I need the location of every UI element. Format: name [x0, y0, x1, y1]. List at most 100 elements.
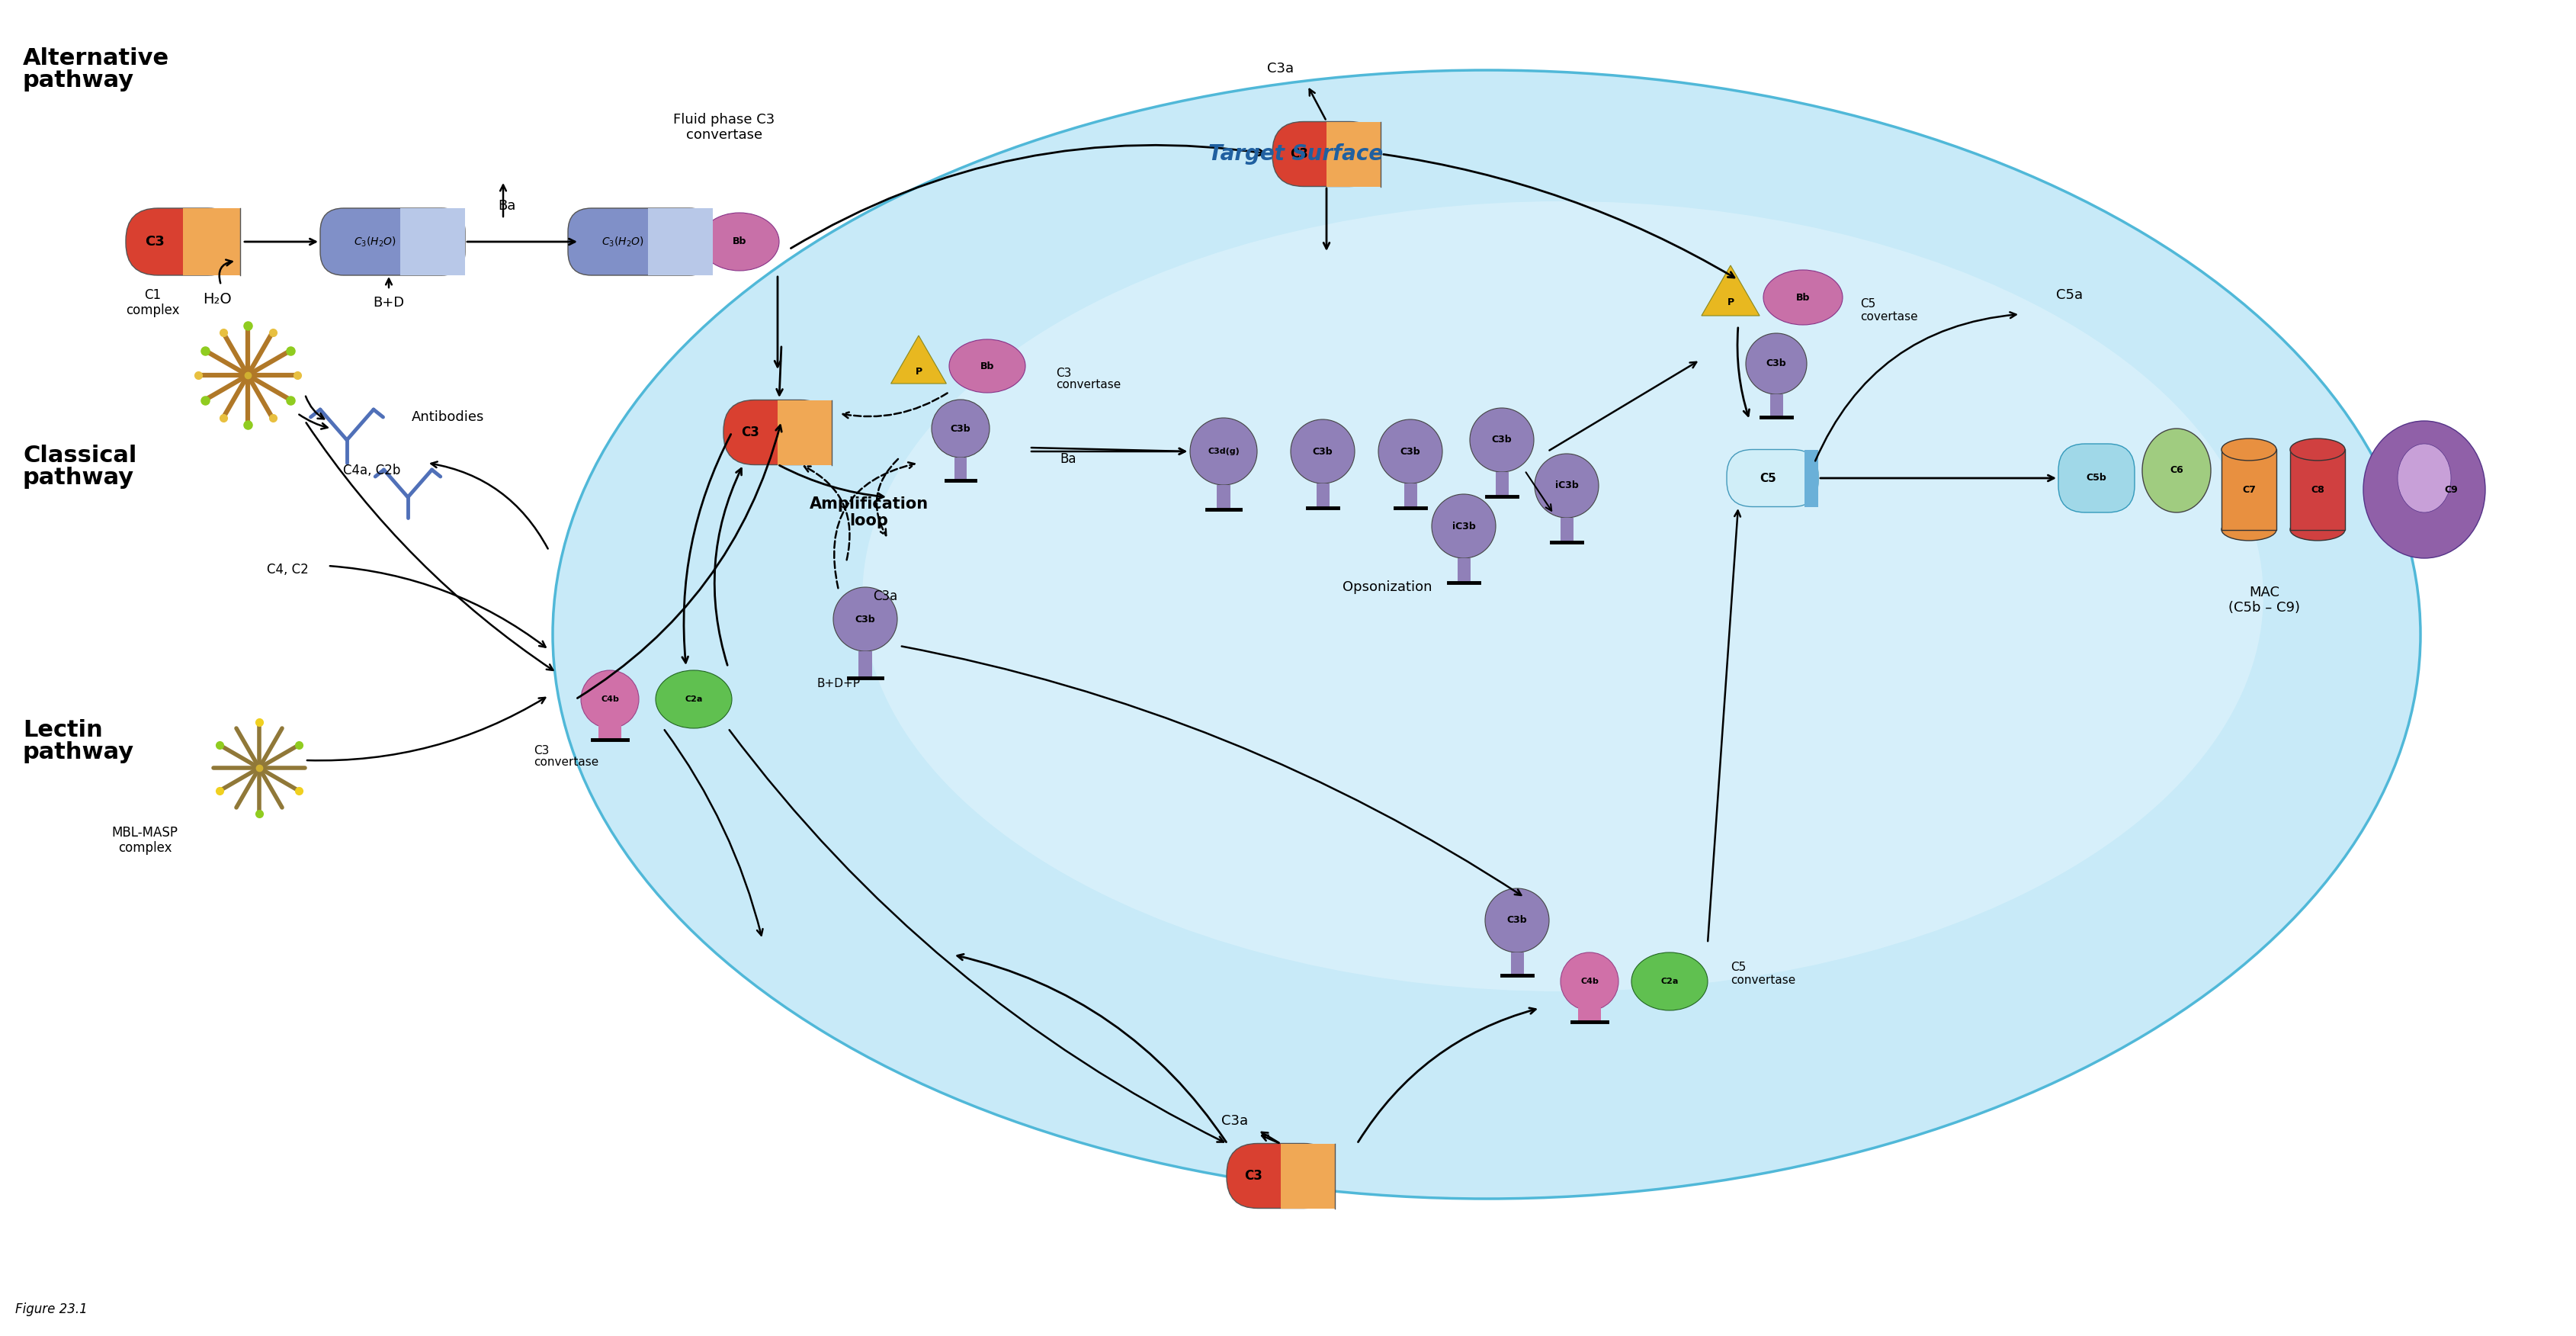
- FancyBboxPatch shape: [126, 208, 240, 275]
- Text: C3a: C3a: [1221, 1114, 1249, 1128]
- Text: C3b: C3b: [1401, 446, 1419, 457]
- Bar: [1561, 518, 1574, 542]
- Ellipse shape: [554, 71, 2421, 1198]
- Text: P: P: [1726, 298, 1734, 307]
- Ellipse shape: [2221, 438, 2277, 461]
- Text: C5
covertase: C5 covertase: [1860, 298, 1917, 323]
- Text: C4b: C4b: [1582, 978, 1600, 985]
- Circle shape: [1190, 418, 1257, 485]
- Circle shape: [1561, 953, 1618, 1010]
- Text: Figure 23.1: Figure 23.1: [15, 1303, 88, 1316]
- Text: C3a: C3a: [873, 589, 896, 603]
- Bar: [1579, 1007, 1602, 1022]
- Text: MAC
(C5b – C9): MAC (C5b – C9): [2228, 587, 2300, 615]
- Text: Classical
pathway: Classical pathway: [23, 445, 137, 489]
- Ellipse shape: [1631, 953, 1708, 1010]
- Text: C3b: C3b: [1507, 915, 1528, 926]
- Text: C5b: C5b: [2087, 473, 2107, 484]
- Ellipse shape: [701, 212, 778, 271]
- Ellipse shape: [2221, 518, 2277, 541]
- Circle shape: [933, 399, 989, 457]
- FancyBboxPatch shape: [1273, 122, 1381, 187]
- Text: Amplification
loop: Amplification loop: [809, 497, 927, 528]
- Text: C3
convertase: C3 convertase: [1056, 367, 1121, 390]
- Bar: [598, 725, 621, 740]
- Text: iC3b: iC3b: [1453, 521, 1476, 532]
- Text: C4b: C4b: [600, 696, 618, 703]
- Bar: [1280, 1144, 1334, 1208]
- Bar: [1216, 485, 1231, 509]
- Text: P: P: [914, 366, 922, 377]
- Ellipse shape: [2290, 438, 2344, 461]
- Ellipse shape: [1765, 270, 1842, 325]
- Bar: [1510, 953, 1522, 975]
- Bar: [183, 208, 240, 275]
- Bar: [399, 208, 466, 275]
- Text: C7: C7: [2241, 485, 2257, 494]
- Text: Fluid phase C3
convertase: Fluid phase C3 convertase: [672, 114, 775, 142]
- Text: C1
complex: C1 complex: [126, 289, 180, 318]
- Text: Ba: Ba: [1059, 452, 1077, 466]
- Text: B+D: B+D: [374, 295, 404, 310]
- Bar: [1806, 449, 1819, 506]
- Text: C3: C3: [1244, 1169, 1262, 1182]
- Text: C5a: C5a: [2056, 289, 2084, 302]
- Text: C3: C3: [742, 425, 760, 440]
- Text: Antibodies: Antibodies: [412, 410, 484, 424]
- Text: B+D+P: B+D+P: [817, 679, 860, 689]
- Bar: [1327, 122, 1381, 187]
- Text: Bb: Bb: [1795, 293, 1811, 302]
- Ellipse shape: [863, 202, 2264, 991]
- Text: C3: C3: [1291, 147, 1309, 160]
- Text: C3b: C3b: [855, 615, 876, 624]
- Text: C3
convertase: C3 convertase: [533, 745, 598, 768]
- Circle shape: [1747, 333, 1806, 394]
- Text: C4a, C2b: C4a, C2b: [343, 464, 399, 477]
- Bar: [2290, 449, 2344, 529]
- Bar: [1494, 472, 1510, 497]
- Circle shape: [832, 587, 896, 651]
- Ellipse shape: [2290, 518, 2344, 541]
- Text: C6: C6: [2169, 465, 2184, 476]
- Ellipse shape: [2398, 444, 2450, 513]
- Text: C2a: C2a: [685, 696, 703, 703]
- Polygon shape: [891, 335, 945, 383]
- Bar: [1770, 394, 1783, 417]
- Text: C3b: C3b: [951, 424, 971, 433]
- Bar: [2221, 449, 2277, 529]
- Ellipse shape: [2143, 429, 2210, 513]
- Text: H₂O: H₂O: [204, 291, 232, 306]
- Circle shape: [1535, 454, 1600, 518]
- Text: Bb: Bb: [732, 236, 747, 247]
- Text: C2a: C2a: [1662, 978, 1680, 985]
- Bar: [858, 651, 873, 677]
- Ellipse shape: [2362, 421, 2486, 558]
- Circle shape: [1432, 494, 1497, 558]
- Text: C3d(g): C3d(g): [1208, 448, 1239, 456]
- Text: Opsonization: Opsonization: [1342, 580, 1432, 595]
- FancyBboxPatch shape: [724, 399, 832, 465]
- FancyBboxPatch shape: [2058, 444, 2136, 513]
- Text: C8: C8: [2311, 485, 2324, 494]
- Text: C9: C9: [2445, 485, 2458, 494]
- Text: $C_3(H_2O)$: $C_3(H_2O)$: [603, 235, 644, 248]
- Circle shape: [582, 671, 639, 728]
- FancyBboxPatch shape: [1226, 1144, 1334, 1208]
- Bar: [956, 457, 966, 481]
- Text: C5
convertase: C5 convertase: [1731, 962, 1795, 986]
- Bar: [1316, 484, 1329, 508]
- Text: C4, C2: C4, C2: [268, 562, 309, 577]
- Ellipse shape: [657, 671, 732, 728]
- Text: C3a: C3a: [1267, 61, 1293, 76]
- Text: Alternative
pathway: Alternative pathway: [23, 47, 170, 91]
- Text: C3b: C3b: [1314, 446, 1332, 457]
- Text: C3b: C3b: [1767, 359, 1785, 369]
- Text: iC3b: iC3b: [1556, 481, 1579, 490]
- Text: MBL-MASP
complex: MBL-MASP complex: [111, 826, 178, 855]
- Text: Bb: Bb: [981, 361, 994, 371]
- Text: C5: C5: [1759, 473, 1777, 484]
- Text: $C_3(H_2O)$: $C_3(H_2O)$: [353, 235, 397, 248]
- FancyBboxPatch shape: [319, 208, 466, 275]
- Circle shape: [1378, 420, 1443, 484]
- Text: C3: C3: [144, 235, 165, 248]
